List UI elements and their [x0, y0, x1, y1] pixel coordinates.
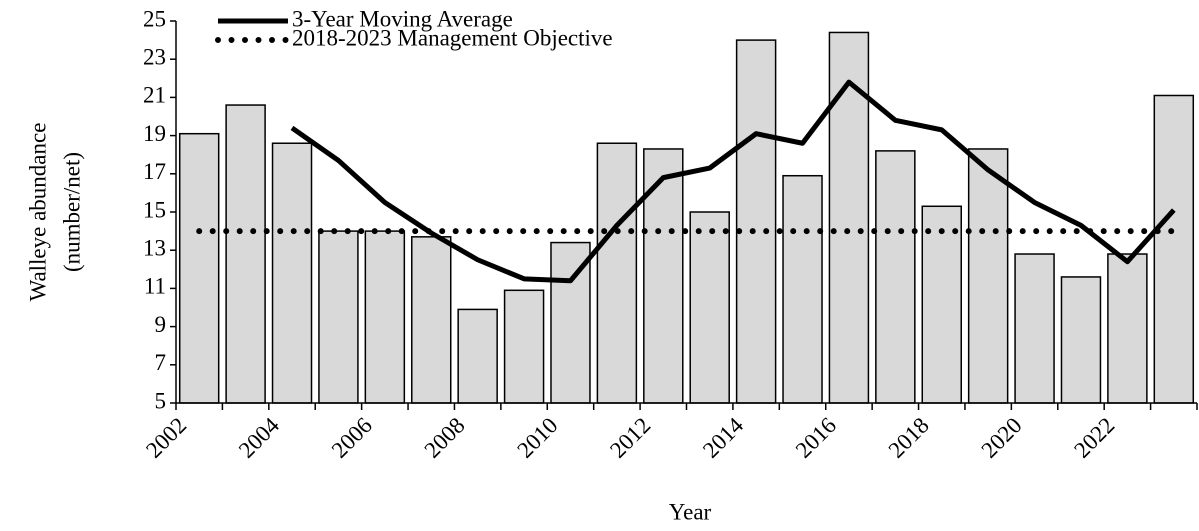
x-tick-label: 2014 — [698, 412, 749, 463]
legend-label: 2018-2023 Management Objective — [292, 25, 613, 50]
y-tick-label: 15 — [143, 197, 166, 222]
y-tick-label: 19 — [143, 121, 166, 146]
bar — [271, 142, 313, 404]
x-tick-label: 2018 — [884, 413, 934, 463]
bar — [364, 230, 406, 404]
bar — [735, 39, 777, 404]
bar — [457, 308, 498, 404]
x-axis-label: Year — [669, 499, 712, 524]
bar — [1060, 276, 1102, 404]
y-tick-label: 11 — [144, 274, 166, 299]
y-tick-label: 25 — [143, 6, 166, 31]
bar — [967, 148, 1009, 404]
y-axis-label: (number/net) — [59, 152, 84, 272]
y-tick-label: 17 — [143, 159, 166, 184]
bar — [1153, 94, 1195, 404]
y-tick-label: 13 — [143, 235, 166, 260]
y-tick-label: 5 — [155, 388, 167, 413]
y-tick-label: 7 — [155, 350, 167, 375]
legend-label: 3-Year Moving Average — [292, 6, 513, 31]
x-tick-label: 2006 — [327, 413, 377, 463]
bar — [596, 142, 638, 404]
bar — [318, 230, 359, 404]
series-line — [290, 79, 1176, 284]
x-tick-label: 2016 — [791, 413, 841, 463]
x-tick-label: 2002 — [141, 413, 191, 463]
x-tick-label: 2020 — [976, 413, 1026, 463]
bar — [1014, 253, 1055, 404]
y-axis-label: Walleye abundance — [25, 123, 50, 302]
y-tick-label: 21 — [143, 83, 166, 108]
bar — [1107, 253, 1148, 404]
y-tick-label: 9 — [155, 312, 167, 337]
bar — [689, 211, 730, 404]
bar — [643, 148, 684, 404]
bar — [782, 174, 823, 404]
x-tick-label: 2008 — [420, 413, 470, 463]
bar — [503, 289, 545, 404]
bar — [411, 236, 452, 404]
bar — [828, 31, 870, 404]
x-tick-label: 2004 — [234, 412, 285, 463]
x-tick-label: 2022 — [1069, 413, 1119, 463]
x-tick-label: 2012 — [605, 413, 655, 463]
bar — [225, 104, 266, 404]
x-tick-label: 2010 — [512, 413, 562, 463]
bar — [178, 132, 220, 404]
bar — [875, 150, 916, 404]
bar — [921, 205, 962, 404]
y-tick-label: 23 — [143, 44, 166, 69]
